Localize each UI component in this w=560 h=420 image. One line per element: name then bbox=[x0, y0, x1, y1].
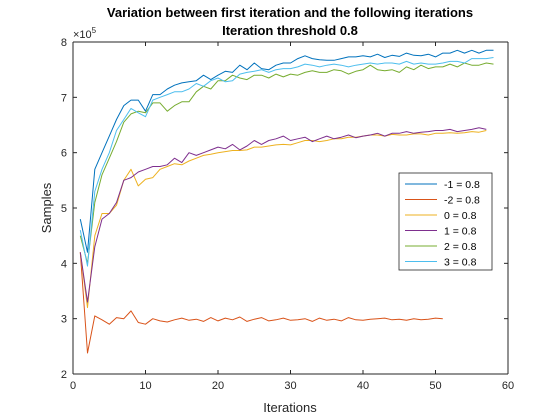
legend-label-3: 1 = 0.8 bbox=[444, 226, 477, 238]
legend-label-4: 2 = 0.8 bbox=[444, 241, 477, 253]
y-tick-label: 5 bbox=[61, 203, 67, 215]
chart-title: Variation between first iteration and th… bbox=[107, 5, 473, 20]
series-layer bbox=[79, 49, 494, 354]
x-tick-label: 50 bbox=[429, 380, 441, 392]
x-tick-label: 0 bbox=[70, 380, 76, 392]
legend: -1 = 0.8 -2 = 0.8 0 = 0.8 1 = 0.8 2 = 0.8 3 =… bbox=[398, 172, 493, 271]
x-tick-label: 30 bbox=[284, 380, 296, 392]
y-exponent: ×105 bbox=[73, 26, 97, 41]
x-tick-label: 40 bbox=[357, 380, 369, 392]
y-tick-label: 8 bbox=[61, 37, 67, 49]
legend-label-5: 3 = 0.8 bbox=[444, 257, 477, 269]
series-line-1 bbox=[79, 252, 443, 354]
y-tick-label: 3 bbox=[61, 314, 67, 326]
series-line-3 bbox=[79, 127, 487, 303]
legend-label-0: -1 = 0.8 bbox=[444, 179, 480, 191]
x-tick-label: 10 bbox=[139, 380, 151, 392]
y-tick-label: 2 bbox=[61, 369, 67, 381]
y-exponent-base: ×10 bbox=[73, 29, 92, 41]
legend-label-2: 0 = 0.8 bbox=[444, 210, 477, 222]
series-line-2 bbox=[79, 130, 487, 309]
y-tick-label: 7 bbox=[61, 92, 67, 104]
series-line-0 bbox=[79, 49, 494, 253]
legend-box bbox=[398, 172, 493, 271]
ticks-layer: 0 10 20 30 40 50 60 2 3 4 5 6 7 8 bbox=[61, 37, 514, 392]
x-tick-label: 60 bbox=[502, 380, 514, 392]
x-axis-label: Iterations bbox=[263, 400, 317, 415]
y-tick-label: 6 bbox=[61, 148, 67, 160]
chart-subtitle: Iteration threshold 0.8 bbox=[222, 23, 358, 38]
y-axis-label: Samples bbox=[39, 182, 54, 233]
x-tick-label: 20 bbox=[212, 380, 224, 392]
y-tick-label: 4 bbox=[61, 258, 67, 270]
series-line-5 bbox=[79, 57, 494, 267]
legend-label-1: -2 = 0.8 bbox=[444, 195, 480, 207]
y-exponent-power: 5 bbox=[92, 26, 97, 35]
